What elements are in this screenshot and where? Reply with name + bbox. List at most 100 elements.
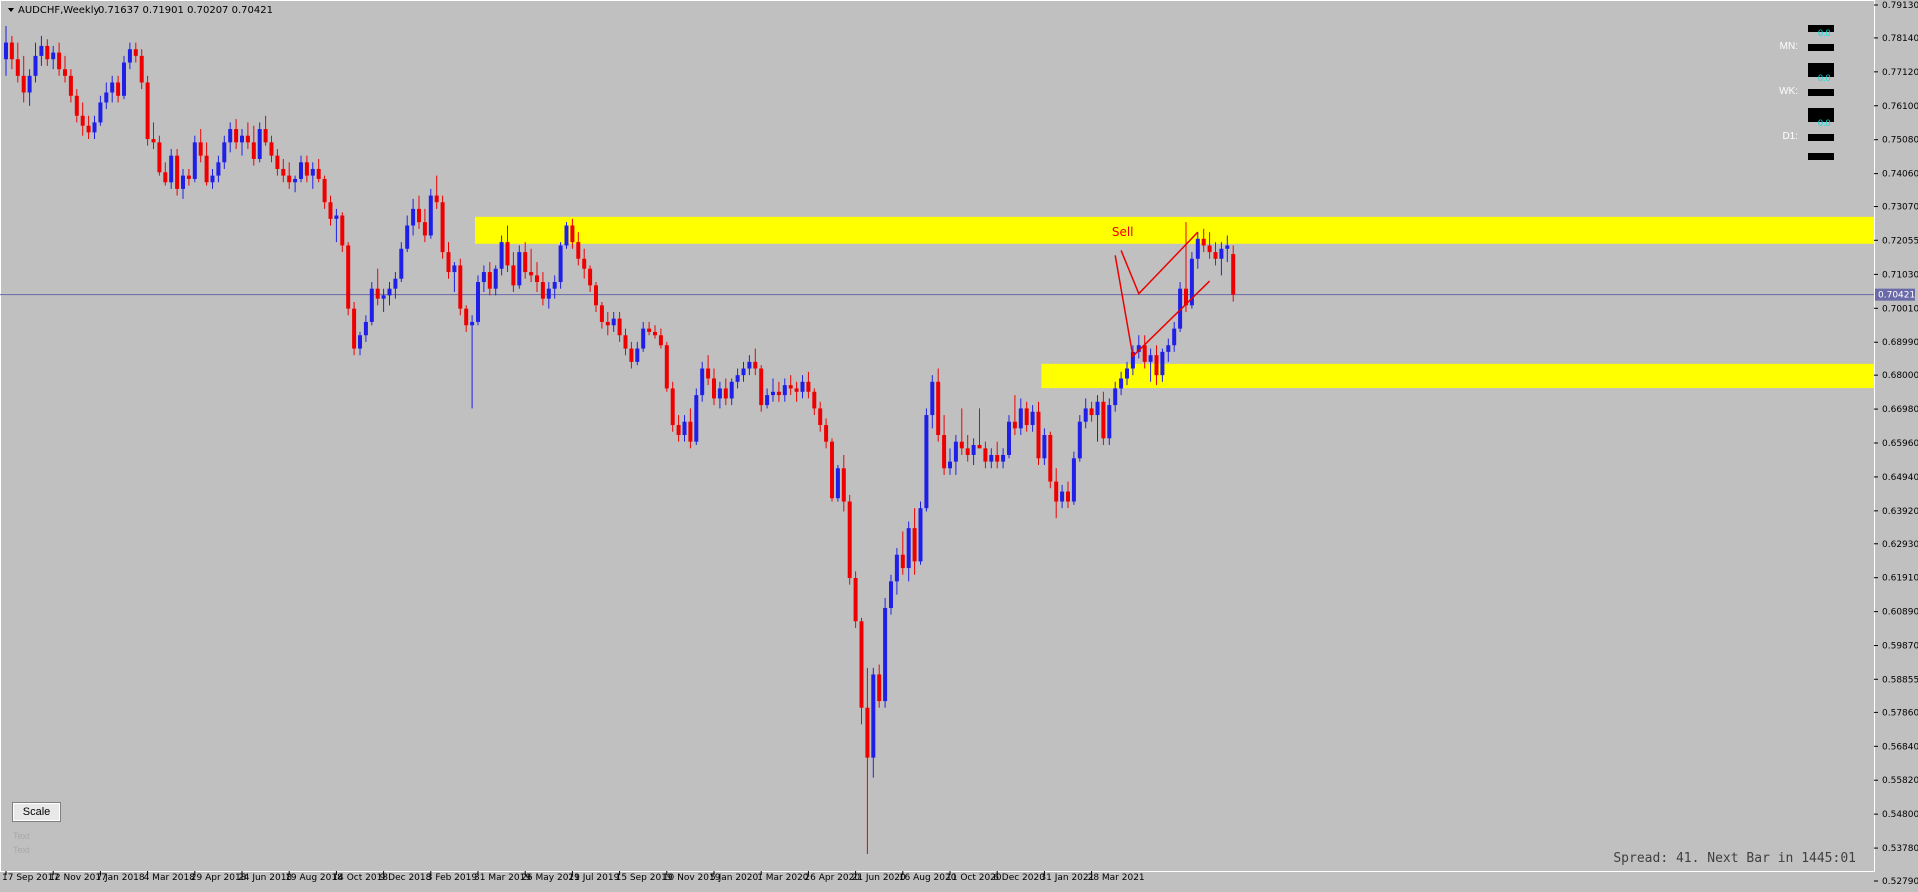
candle-body [1201,238,1206,246]
candle-body [458,265,463,309]
candle-body [800,381,805,392]
candle-body [181,175,185,189]
candle-body [505,242,510,266]
candle-body [670,388,675,426]
x-tick-label: 6 Dec 2020 [993,873,1045,883]
candle-body [487,272,492,289]
candle-body [546,288,551,299]
y-tick-label: 0.60890 [1882,608,1918,618]
candle-body [735,375,740,382]
candle-body [605,321,610,326]
candle-body [375,288,380,299]
candle-body [198,142,203,156]
candle-body [865,707,870,758]
x-tick-label: 21 Jul 2019 [568,873,619,883]
y-tick-label: 0.64940 [1882,473,1918,483]
current-price-label: 0.70421 [1878,291,1915,301]
candle-body [151,139,156,143]
candle-body [399,248,404,279]
candle-body [328,202,333,219]
candle-body [942,435,947,469]
candle-body [912,528,917,562]
y-tick-label: 0.53780 [1882,844,1918,854]
candle-body [405,225,410,249]
tf-row-wk: WK: 0.0 [1738,70,1848,115]
candle-body [776,391,781,396]
candle-body [641,328,646,349]
candle-body [145,82,150,140]
candle-body [989,454,994,462]
candle-body [617,318,622,336]
candle-body [1219,248,1224,259]
candle-body [251,142,256,159]
candle-body [381,295,386,299]
candle-body [1178,288,1183,329]
x-tick-label: 17 Sep 2017 [2,873,59,883]
candle-body [293,178,298,183]
x-tick-label: 9 Dec 2018 [380,873,432,883]
candle-body [358,335,362,349]
candle-body [51,52,56,60]
candle-body [1184,288,1188,306]
candle-body [1012,421,1017,429]
x-tick-label: 11 Oct 2020 [946,873,1002,883]
candle-body [33,55,38,76]
x-tick-label: 7 Jan 2018 [96,873,144,883]
candle-body [682,421,687,436]
candle-body [157,142,162,173]
candle-body [995,454,1000,462]
y-tick-label: 0.57860 [1882,708,1918,718]
y-tick-label: 0.59870 [1882,642,1918,652]
candle-body [712,378,716,399]
candle-body [204,155,209,183]
candle-body [428,195,433,236]
candle-body [281,168,286,176]
candle-body [765,395,770,406]
x-tick-label: 4 Mar 2018 [144,873,196,883]
candle-body [983,448,988,462]
candle-body [570,225,575,243]
candle-body [369,288,374,322]
tf-label-d1: D1: [1782,131,1798,142]
candle-body [269,142,274,156]
candle-body [853,578,858,622]
y-tick-label: 0.63920 [1882,507,1918,517]
y-tick-label: 0.76100 [1882,102,1918,112]
candle-body [1083,408,1088,422]
candle-body [1136,345,1141,352]
candle-body [830,441,834,499]
candle-body [635,348,640,362]
candle-body [86,125,91,133]
y-tick-label: 0.75080 [1882,136,1918,146]
candle-body [1001,454,1006,462]
candle-body [499,242,504,269]
candle-body [871,674,876,758]
candle-body [363,321,368,336]
scale-button[interactable]: Scale [12,802,61,822]
collapse-triangle-icon[interactable] [8,8,14,12]
projection-path [1120,231,1199,296]
x-tick-label: 21 Jun 2020 [852,873,906,883]
candle-body [552,282,557,289]
candle-body [1142,345,1147,362]
y-tick-label: 0.70010 [1882,304,1918,314]
candle-body [812,391,817,409]
candle-body [127,49,132,63]
y-tick-label: 0.66980 [1882,405,1918,415]
candle-body [493,268,498,289]
spread-status: Spread: 41. Next Bar in 1445:01 [1613,851,1856,866]
candle-body [936,381,941,436]
candle-body [186,175,191,179]
y-tick-label: 0.55820 [1882,776,1918,786]
y-tick-label: 0.79130 [1882,1,1918,11]
candle-body [977,444,982,449]
candle-body [57,52,62,70]
candle-body [1089,408,1094,416]
candle-body [1077,421,1082,459]
candle-body [92,122,97,133]
candle-body [299,162,303,179]
x-tick-label: 5 Jan 2020 [710,873,758,883]
candle-body [133,49,138,56]
